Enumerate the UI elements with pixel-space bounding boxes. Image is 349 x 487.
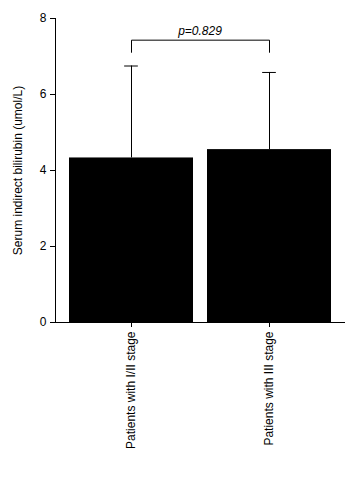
svg-text:4: 4 bbox=[40, 163, 47, 177]
svg-text:Serum indirect bilirubin (umol: Serum indirect bilirubin (umol/L) bbox=[11, 86, 25, 255]
svg-text:p=0.829: p=0.829 bbox=[177, 24, 222, 38]
svg-text:Patients with I/II stage: Patients with I/II stage bbox=[124, 331, 138, 449]
svg-text:2: 2 bbox=[40, 239, 47, 253]
svg-text:Patients with III stage: Patients with III stage bbox=[262, 331, 276, 445]
svg-text:6: 6 bbox=[40, 87, 47, 101]
svg-text:0: 0 bbox=[40, 315, 47, 329]
svg-text:8: 8 bbox=[40, 11, 47, 25]
